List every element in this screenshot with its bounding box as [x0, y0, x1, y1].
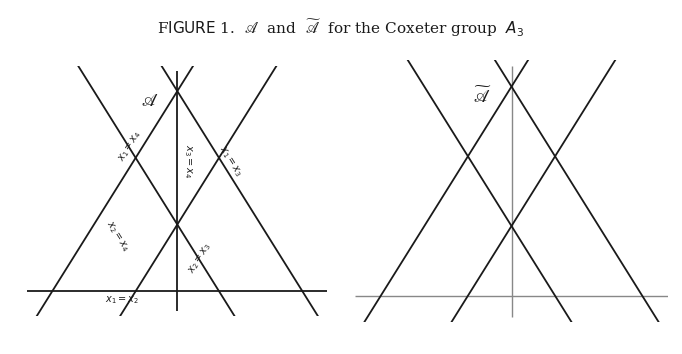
Text: $x_1=x_3$: $x_1=x_3$ — [216, 143, 244, 179]
Text: $\widetilde{\mathscr{A}}$: $\widetilde{\mathscr{A}}$ — [473, 87, 492, 107]
Text: $x_3=x_4$: $x_3=x_4$ — [182, 144, 194, 178]
Text: F$\mathrm{IGURE}$ 1.  $\mathscr{A}$  and  $\widetilde{\mathscr{A}}$  for the Cox: F$\mathrm{IGURE}$ 1. $\mathscr{A}$ and $… — [158, 18, 524, 39]
Text: $\mathscr{A}$: $\mathscr{A}$ — [141, 92, 158, 110]
Text: $x_1=x_4$: $x_1=x_4$ — [116, 129, 144, 164]
Text: $x_2=x_3$: $x_2=x_3$ — [186, 241, 214, 276]
Text: $x_2=x_4$: $x_2=x_4$ — [103, 218, 132, 254]
Text: $x_1=x_2$: $x_1=x_2$ — [105, 294, 139, 306]
